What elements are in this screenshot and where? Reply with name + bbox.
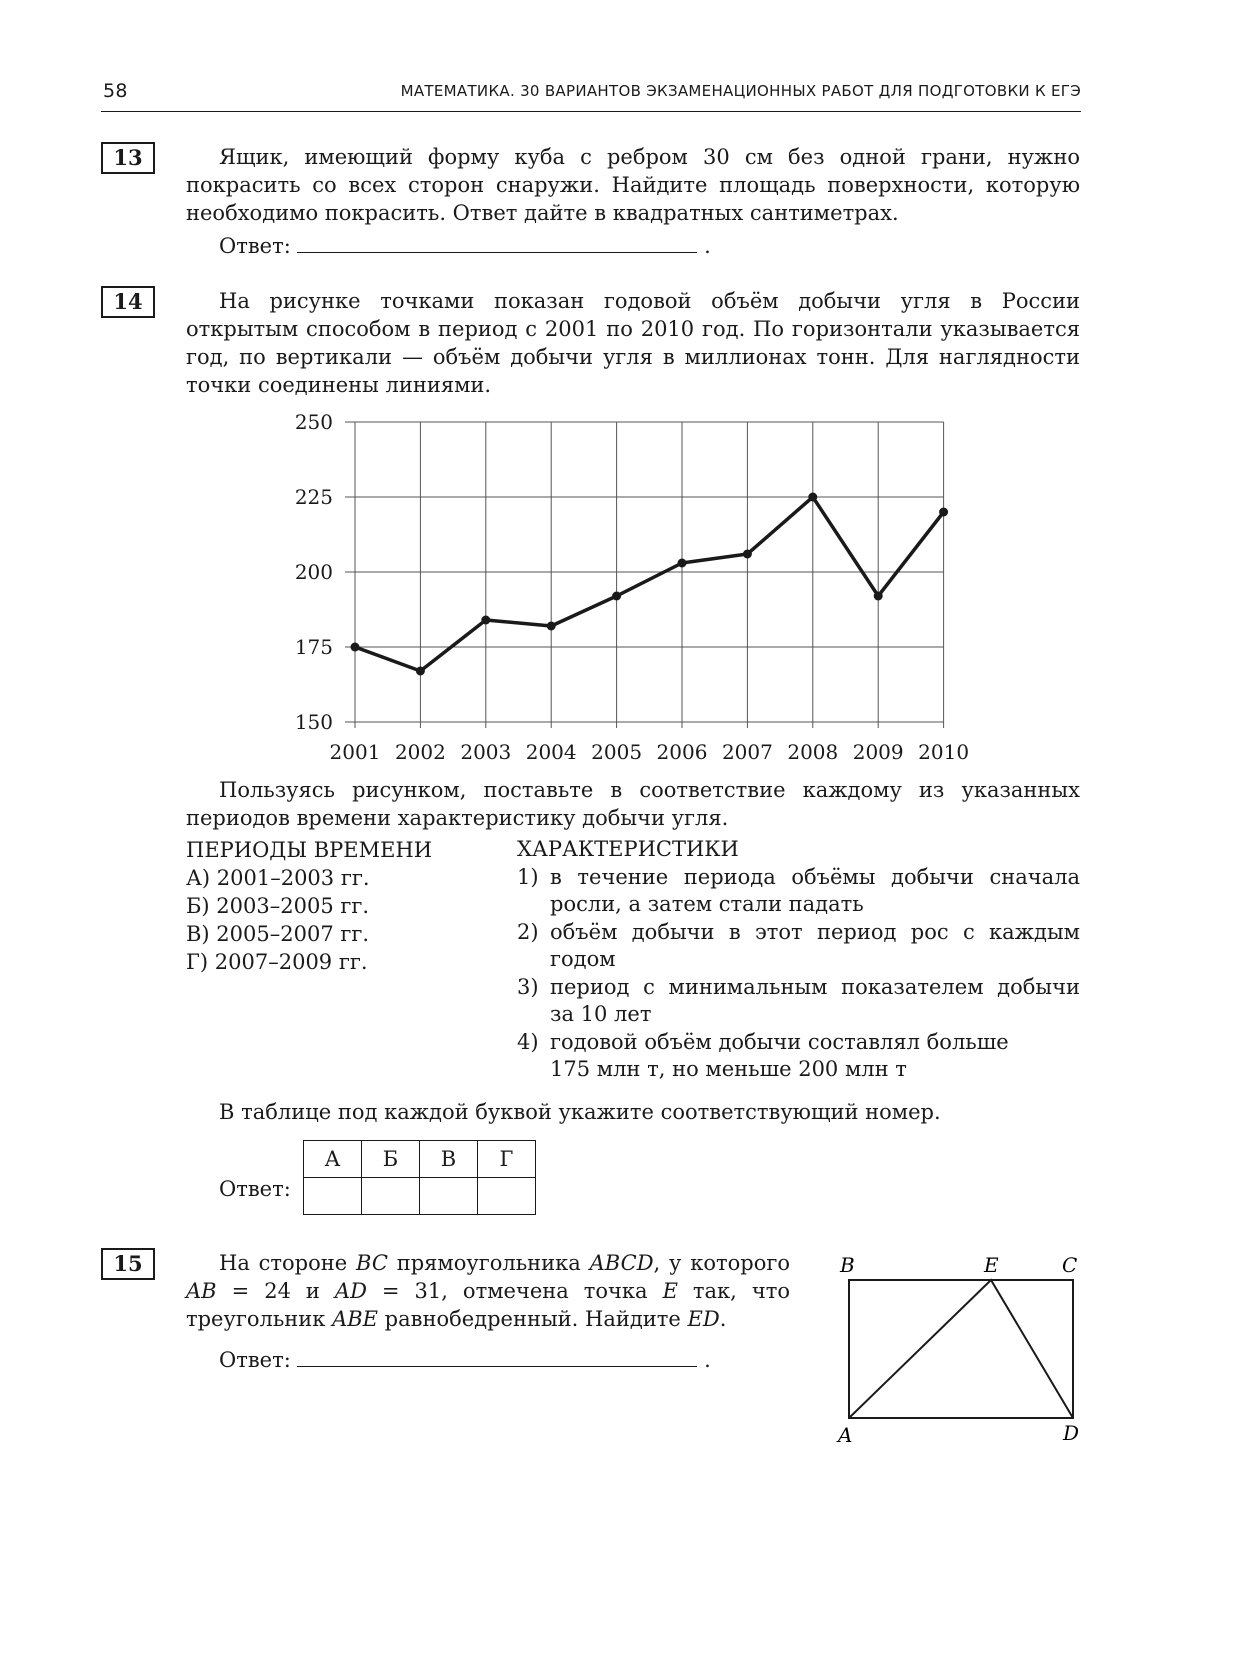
char-4: 4) годовой объём добычи составлял больше … bbox=[517, 1029, 1080, 1084]
y-tick-label: 175 bbox=[295, 635, 333, 659]
char-text: годовой объём добычи составлял больше 17… bbox=[550, 1029, 1009, 1082]
x-tick-label: 2006 bbox=[657, 740, 708, 764]
table-instruction: В таблице под каждой буквой укажите соот… bbox=[219, 1100, 941, 1124]
data-point bbox=[612, 591, 622, 601]
label-d: D bbox=[1062, 1421, 1079, 1445]
answer-table: А Б В Г bbox=[303, 1140, 536, 1215]
col-a: А bbox=[303, 1140, 362, 1178]
y-tick-label: 200 bbox=[295, 560, 333, 584]
task14-text: На рисунке точками показан годовой объём… bbox=[186, 289, 1080, 397]
page-number: 58 bbox=[103, 80, 128, 102]
x-tick-label: 2001 bbox=[330, 740, 381, 764]
rectangle-abcd bbox=[848, 1279, 1074, 1419]
x-tick-label: 2002 bbox=[395, 740, 446, 764]
x-tick-label: 2004 bbox=[526, 740, 577, 764]
data-point bbox=[415, 666, 425, 676]
answer-label: Ответ: bbox=[219, 1348, 291, 1372]
char-number: 1) bbox=[517, 864, 539, 889]
col-v: В bbox=[419, 1140, 478, 1178]
period-b: Б) 2003–2005 гг. bbox=[186, 894, 370, 918]
running-title: МАТЕМАТИКА. 30 ВАРИАНТОВ ЭКЗАМЕНАЦИОННЫХ… bbox=[400, 82, 1081, 100]
answer-cell-a[interactable] bbox=[303, 1177, 362, 1215]
char-1: 1) в течение периода объёмы добычи сначал… bbox=[517, 864, 1080, 919]
x-tick-label: 2005 bbox=[591, 740, 642, 764]
char-text: объём добычи в этот период рос с каждым … bbox=[550, 919, 1080, 972]
task-number-15: 15 bbox=[101, 1248, 155, 1280]
answer-input[interactable] bbox=[297, 1346, 698, 1367]
segments-ae-ed bbox=[848, 1278, 1074, 1419]
task-number-14: 14 bbox=[101, 286, 155, 318]
label-a: A bbox=[836, 1423, 852, 1447]
line-chart: 2001 2002 2003 2004 2005 2006 2007 2008 2009 2010… bbox=[295, 410, 969, 764]
char-number: 4) bbox=[517, 1029, 539, 1054]
rectangle-figure: B E C A D bbox=[836, 1253, 1079, 1447]
answer-input[interactable] bbox=[297, 232, 698, 253]
x-tick-label: 2008 bbox=[787, 740, 838, 764]
task14-instruction: Пользуясь рисунком, поставьте в соответс… bbox=[186, 778, 1080, 830]
char-text: в течение периода объёмы добычи сначала … bbox=[550, 864, 1080, 917]
data-point bbox=[939, 507, 949, 517]
task15-text: На стороне BC прямоугольника ABCD, у кот… bbox=[186, 1251, 791, 1331]
answer-label: Ответ: bbox=[219, 1177, 291, 1201]
header-rule bbox=[101, 111, 1081, 112]
task15-answer: Ответ: . bbox=[219, 1346, 711, 1372]
data-point bbox=[481, 615, 491, 625]
char-3: 3) период с минимальным показателем добыч… bbox=[517, 974, 1080, 1029]
label-e: E bbox=[983, 1253, 999, 1277]
answer-cell-b[interactable] bbox=[361, 1177, 420, 1215]
task-number-13: 13 bbox=[101, 142, 155, 174]
answer-label: Ответ: bbox=[219, 234, 291, 258]
char-number: 3) bbox=[517, 974, 539, 999]
label-b: B bbox=[839, 1253, 855, 1277]
label-c: C bbox=[1062, 1253, 1077, 1277]
col-b: Б bbox=[361, 1140, 420, 1178]
col-g: Г bbox=[477, 1140, 536, 1178]
chars-header: ХАРАКТЕРИСТИКИ bbox=[517, 837, 739, 861]
y-tick-label: 225 bbox=[295, 485, 333, 509]
char-text: период с минимальным показателем добычи … bbox=[550, 974, 1080, 1027]
task13-answer: Ответ: . bbox=[219, 232, 711, 258]
period-v: В) 2005–2007 гг. bbox=[186, 922, 370, 946]
data-point bbox=[350, 642, 360, 652]
x-tick-label: 2007 bbox=[722, 740, 773, 764]
answer-cell-g[interactable] bbox=[477, 1177, 536, 1215]
x-tick-label: 2009 bbox=[853, 740, 904, 764]
data-line bbox=[354, 495, 945, 673]
characteristics-column: ХАРАКТЕРИСТИКИ 1) в течение периода объём… bbox=[517, 836, 1080, 1084]
x-tick-label: 2010 bbox=[918, 740, 969, 764]
x-tick-label: 2003 bbox=[460, 740, 511, 764]
data-point bbox=[546, 621, 556, 631]
char-2: 2) объём добычи в этот период рос с кажды… bbox=[517, 919, 1080, 974]
task13-text: Ящик, имеющий форму куба с ребром 30 см … bbox=[186, 145, 1080, 225]
y-tick-label: 250 bbox=[295, 410, 333, 434]
period-g: Г) 2007–2009 гг. bbox=[186, 950, 368, 974]
answer-cell-v[interactable] bbox=[419, 1177, 478, 1215]
y-tick-label: 150 bbox=[295, 710, 333, 734]
data-point bbox=[873, 591, 883, 601]
period-a: А) 2001–2003 гг. bbox=[186, 866, 370, 890]
periods-column: ПЕРИОДЫ ВРЕМЕНИ А) 2001–2003 гг. Б) 2003… bbox=[186, 836, 432, 976]
data-point bbox=[808, 492, 818, 502]
data-point bbox=[742, 549, 752, 559]
periods-header: ПЕРИОДЫ ВРЕМЕНИ bbox=[186, 838, 433, 862]
char-number: 2) bbox=[517, 919, 539, 944]
data-point bbox=[677, 558, 687, 568]
